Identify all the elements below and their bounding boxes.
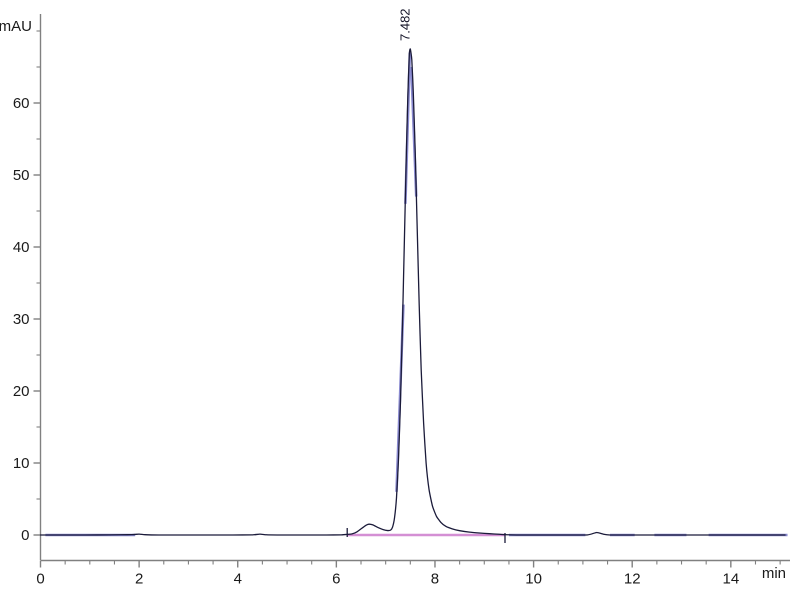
x-tick-label-6: 6 [332,571,340,588]
y-tick-label-60: 60 [13,95,30,112]
y-tick-label-40: 40 [13,239,30,256]
peak-annotations: 7.482 [397,8,412,41]
y-axis-major-ticks [33,102,41,536]
x-tick-label-8: 8 [431,571,439,588]
x-tick-label-2: 2 [135,571,143,588]
y-tick-label-0: 0 [21,527,29,544]
y-axis-tick-labels: 0 10 20 30 40 50 60 [13,95,30,544]
y-axis-minor-ticks [36,30,41,500]
signal-trace [39,48,786,536]
x-tick-label-10: 10 [525,571,542,588]
y-tick-label-30: 30 [13,311,30,328]
y-tick-label-10: 10 [13,455,30,472]
x-axis-title: min [762,565,786,582]
x-tick-label-0: 0 [36,571,44,588]
y-axis-title: mAU [0,18,32,35]
y-tick-label-20: 20 [13,383,30,400]
x-tick-label-4: 4 [234,571,242,588]
x-axis-major-ticks [39,560,732,568]
y-axis: 0 10 20 30 40 50 60 mAU [0,14,42,560]
x-tick-label-14: 14 [722,571,739,588]
peak-retention-time: 7.482 [397,8,412,41]
x-tick-label-12: 12 [624,571,641,588]
y-tick-label-50: 50 [13,167,30,184]
x-axis: 0 2 4 6 8 10 12 14 min [36,559,790,588]
x-axis-minor-ticks [64,560,781,565]
x-axis-tick-labels: 0 2 4 6 8 10 12 14 [36,571,739,588]
